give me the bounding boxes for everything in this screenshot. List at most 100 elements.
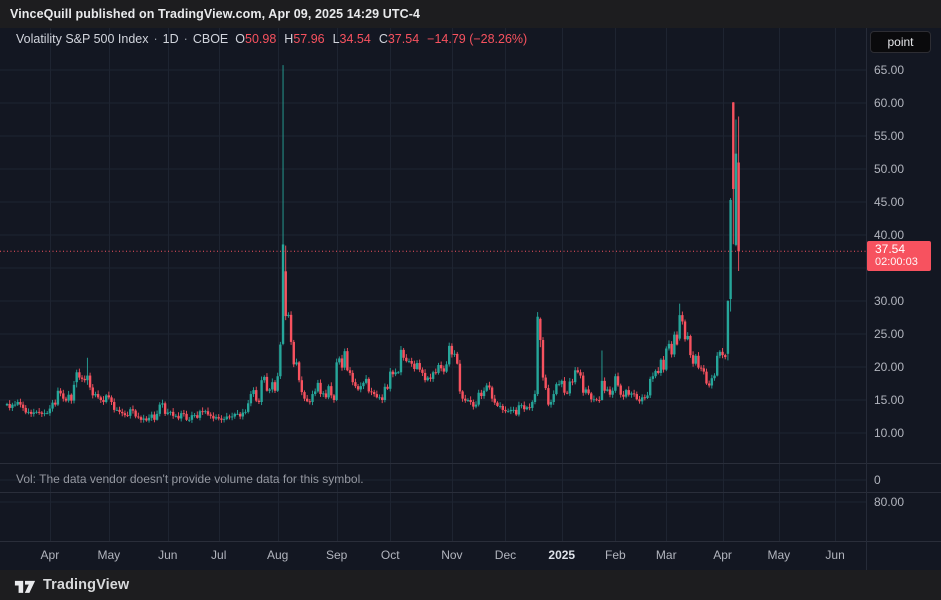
candle[interactable] [104,394,108,404]
pane-divider-volume[interactable] [0,492,941,493]
candle[interactable] [394,368,397,377]
candle[interactable] [19,398,22,408]
candle[interactable] [265,373,269,392]
candle[interactable] [311,390,314,406]
candle[interactable] [402,347,405,361]
candle[interactable] [686,332,689,341]
candle[interactable] [51,399,54,412]
candle[interactable] [214,414,218,421]
candle[interactable] [228,414,231,420]
candle[interactable] [8,400,11,411]
candle[interactable] [370,387,373,396]
candle[interactable] [418,359,421,373]
candle[interactable] [244,409,247,415]
candle[interactable] [303,390,306,402]
candle[interactable] [627,386,630,397]
candle[interactable] [485,383,488,392]
candle[interactable] [305,394,309,403]
candle[interactable] [180,410,183,422]
candle[interactable] [421,367,424,377]
candle[interactable] [35,410,38,414]
candle[interactable] [48,405,52,416]
candle[interactable] [407,358,411,364]
candle[interactable] [683,319,687,342]
candle[interactable] [70,393,73,404]
candle[interactable] [330,382,333,399]
candle[interactable] [426,376,429,382]
candle[interactable] [300,376,303,396]
candle[interactable] [110,395,113,406]
candle[interactable] [308,398,312,405]
candle[interactable] [397,371,400,374]
candle[interactable] [501,403,504,413]
candle[interactable] [155,410,159,421]
candle[interactable] [622,390,625,400]
candle[interactable] [359,382,362,393]
candle[interactable] [563,377,566,396]
candle[interactable] [587,385,590,396]
candle[interactable] [469,396,472,405]
candle[interactable] [694,354,697,366]
candle[interactable] [123,410,127,418]
candle[interactable] [5,402,9,407]
candle[interactable] [488,381,491,390]
candle[interactable] [206,407,210,416]
candle[interactable] [201,407,204,415]
candle[interactable] [142,414,145,423]
candle[interactable] [630,391,633,398]
candle[interactable] [657,367,660,375]
candle[interactable] [640,394,644,405]
candle[interactable] [40,411,44,417]
candle[interactable] [29,409,33,417]
candle[interactable] [439,361,443,372]
candle[interactable] [230,412,234,421]
candle[interactable] [557,380,561,387]
candle[interactable] [340,354,344,371]
candle[interactable] [217,414,220,421]
candle[interactable] [571,378,574,386]
candle[interactable] [322,391,325,398]
candle[interactable] [147,414,151,423]
candle[interactable] [188,417,191,423]
candle[interactable] [171,408,175,419]
candle[interactable] [209,412,212,419]
candle[interactable] [659,358,663,376]
candle[interactable] [319,379,322,397]
candle[interactable] [431,370,435,382]
candle[interactable] [445,361,448,373]
candle[interactable] [573,367,577,385]
candle[interactable] [536,312,539,397]
candle[interactable] [351,370,354,386]
candle[interactable] [667,340,671,351]
candle[interactable] [356,384,360,391]
candle[interactable] [24,405,27,415]
candle[interactable] [544,374,547,390]
candle[interactable] [11,402,14,412]
time-axis[interactable]: Apr May Jun Jul Aug Sep Oct Nov Dec 2025 Feb Mar Apr… [0,541,866,570]
candle[interactable] [498,402,502,409]
candle[interactable] [726,300,730,361]
tradingview-logo[interactable]: TradingView [14,577,129,593]
candle[interactable] [600,350,604,401]
candle[interactable] [611,387,614,398]
candle[interactable] [643,394,647,401]
candle[interactable] [603,377,606,394]
candle[interactable] [56,387,60,407]
candle[interactable] [699,365,703,372]
candle[interactable] [415,360,419,370]
candle[interactable] [220,415,223,423]
candle[interactable] [646,391,649,399]
candle[interactable] [249,391,253,407]
candle[interactable] [673,331,676,358]
candle[interactable] [372,389,376,397]
candle[interactable] [193,413,196,418]
candle[interactable] [517,401,521,417]
candle[interactable] [405,354,408,363]
candle[interactable] [732,102,735,245]
candle[interactable] [163,401,167,416]
candle[interactable] [729,198,732,312]
candle[interactable] [528,403,531,411]
candle[interactable] [43,409,46,417]
candle[interactable] [158,402,161,417]
candle[interactable] [662,355,665,373]
